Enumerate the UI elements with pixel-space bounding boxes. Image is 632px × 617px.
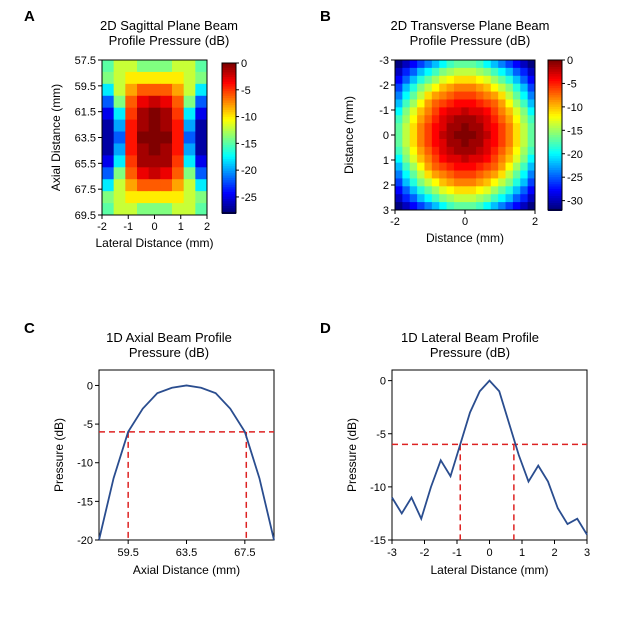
svg-text:2: 2 <box>551 547 557 559</box>
svg-text:61.5: 61.5 <box>75 107 96 119</box>
svg-text:2: 2 <box>532 216 538 228</box>
svg-text:-2: -2 <box>97 221 107 233</box>
panel-c-chart: 59.5 63.5 67.5 0 -5 -10 -15 -20 Axial Distance (… <box>24 320 314 600</box>
svg-text:-25: -25 <box>567 172 583 184</box>
svg-text:Axial Distance (mm): Axial Distance (mm) <box>133 563 240 577</box>
svg-text:-3: -3 <box>387 547 397 559</box>
svg-text:-20: -20 <box>567 149 583 161</box>
svg-text:63.5: 63.5 <box>75 133 96 145</box>
svg-text:65.5: 65.5 <box>75 158 96 170</box>
svg-text:0: 0 <box>486 547 492 559</box>
svg-text:-1: -1 <box>123 221 133 233</box>
svg-text:2: 2 <box>204 221 210 233</box>
svg-text:0: 0 <box>151 221 157 233</box>
panel-a: A 2D Sagittal Plane Beam Profile Pressur… <box>24 8 314 268</box>
svg-text:57.5: 57.5 <box>75 55 96 67</box>
panel-b-title: 2D Transverse Plane Beam Profile Pressur… <box>320 18 620 48</box>
svg-text:-2: -2 <box>390 216 400 228</box>
svg-text:-5: -5 <box>567 78 577 90</box>
svg-text:-15: -15 <box>241 138 257 150</box>
panel-d-title: 1D Lateral Beam Profile Pressure (dB) <box>320 330 620 360</box>
svg-text:-3: -3 <box>379 55 389 67</box>
svg-text:-2: -2 <box>379 80 389 92</box>
panel-c: C 1D Axial Beam Profile Pressure (dB) 59… <box>24 320 314 600</box>
svg-text:59.5: 59.5 <box>117 547 138 559</box>
svg-text:0: 0 <box>383 130 389 142</box>
svg-text:Distance (mm): Distance (mm) <box>342 96 356 174</box>
svg-text:-20: -20 <box>77 535 93 547</box>
svg-text:Lateral Distance (mm): Lateral Distance (mm) <box>95 236 213 250</box>
svg-text:-25: -25 <box>241 192 257 204</box>
panel-a-title: 2D Sagittal Plane Beam Profile Pressure … <box>24 18 314 48</box>
svg-text:0: 0 <box>567 55 573 67</box>
svg-text:-10: -10 <box>370 482 386 494</box>
svg-text:Lateral Distance (mm): Lateral Distance (mm) <box>430 563 548 577</box>
svg-text:-15: -15 <box>567 125 583 137</box>
svg-text:-5: -5 <box>241 85 251 97</box>
svg-text:-2: -2 <box>420 547 430 559</box>
svg-text:Axial Distance (mm): Axial Distance (mm) <box>49 84 63 191</box>
svg-text:0: 0 <box>462 216 468 228</box>
svg-text:-5: -5 <box>376 429 386 441</box>
svg-text:1: 1 <box>178 221 184 233</box>
panel-b: B 2D Transverse Plane Beam Profile Press… <box>320 8 620 268</box>
svg-text:-20: -20 <box>241 165 257 177</box>
svg-text:-5: -5 <box>83 419 93 431</box>
panel-c-title: 1D Axial Beam Profile Pressure (dB) <box>24 330 314 360</box>
svg-text:3: 3 <box>584 547 590 559</box>
svg-text:0: 0 <box>87 380 93 392</box>
svg-text:Pressure (dB): Pressure (dB) <box>52 418 66 492</box>
svg-text:2: 2 <box>383 180 389 192</box>
svg-text:63.5: 63.5 <box>176 547 197 559</box>
svg-text:-10: -10 <box>77 458 93 470</box>
svg-text:-15: -15 <box>77 496 93 508</box>
svg-text:3: 3 <box>383 205 389 217</box>
svg-text:67.5: 67.5 <box>75 184 96 196</box>
panel-d: D 1D Lateral Beam Profile Pressure (dB) … <box>320 320 620 600</box>
svg-text:Pressure (dB): Pressure (dB) <box>345 418 359 492</box>
svg-text:-1: -1 <box>452 547 462 559</box>
svg-text:1: 1 <box>519 547 525 559</box>
svg-text:67.5: 67.5 <box>234 547 255 559</box>
svg-text:69.5: 69.5 <box>75 210 96 222</box>
panel-d-chart: -3-2-101230-5-10-15Lateral Distance (mm)… <box>320 320 620 600</box>
svg-text:59.5: 59.5 <box>75 81 96 93</box>
svg-text:1: 1 <box>383 155 389 167</box>
svg-text:-10: -10 <box>241 112 257 124</box>
svg-text:0: 0 <box>380 376 386 388</box>
svg-text:-10: -10 <box>567 102 583 114</box>
svg-text:Distance (mm): Distance (mm) <box>426 231 504 245</box>
svg-text:0: 0 <box>241 58 247 70</box>
svg-text:-30: -30 <box>567 196 583 208</box>
svg-text:-15: -15 <box>370 535 386 547</box>
svg-text:-1: -1 <box>379 105 389 117</box>
